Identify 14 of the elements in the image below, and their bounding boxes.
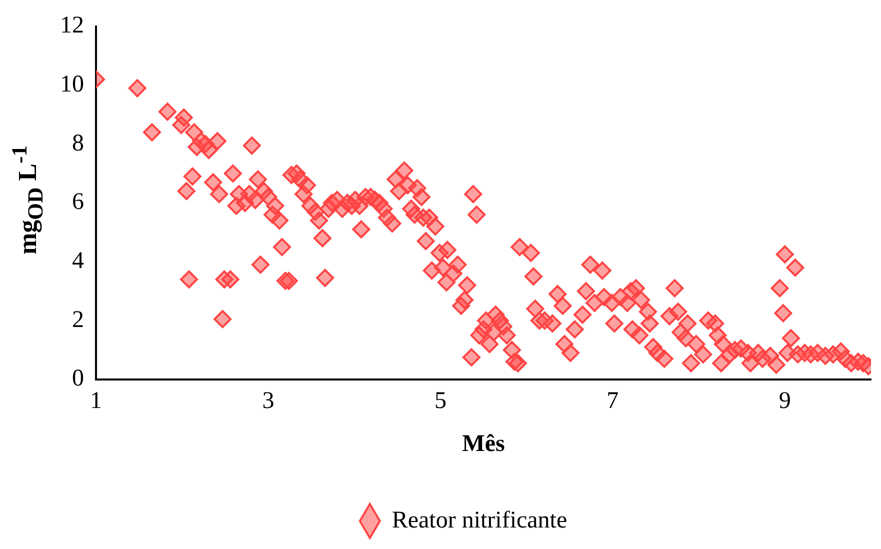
y-tick-label: 0: [72, 366, 84, 392]
x-tick-label: 7: [606, 388, 619, 414]
x-tick-label: 3: [262, 388, 274, 414]
y-tick-label: 12: [60, 12, 84, 39]
y-tick-label: 10: [60, 72, 84, 98]
y-tick-label: 2: [72, 306, 84, 333]
legend-label: Reator nitrificante: [392, 507, 568, 534]
y-tick-label: 4: [72, 248, 84, 274]
y-tick-label: 6: [72, 189, 84, 216]
x-tick-label: 9: [778, 388, 791, 414]
x-tick-label: 1: [90, 388, 102, 414]
x-tick-label: 5: [434, 388, 446, 414]
x-axis-title: Mês: [462, 430, 505, 457]
y-tick-label: 8: [72, 130, 84, 156]
